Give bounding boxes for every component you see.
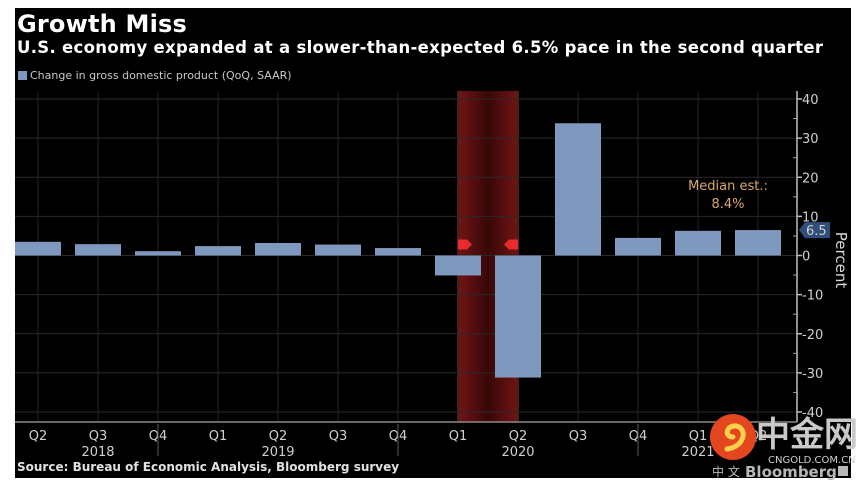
y-axis-title: Percent <box>832 232 850 289</box>
bar <box>675 230 721 256</box>
annotation-line2: 8.4% <box>711 197 744 212</box>
bar <box>75 244 121 256</box>
x-tick-label: Q2 <box>269 429 288 444</box>
watermark-small-text: 中 文 <box>712 464 740 479</box>
y-tick-label: 30 <box>802 132 819 147</box>
y-tick-label: -20 <box>802 328 823 343</box>
bar <box>15 241 61 256</box>
bar <box>375 248 421 256</box>
last-value-label: 6.5 <box>806 224 827 239</box>
recession-marker <box>458 239 472 250</box>
x-tick-label: Q1 <box>209 429 228 444</box>
x-tick-label: Q3 <box>89 429 108 444</box>
watermark-chars: 中金网 <box>756 415 858 455</box>
annotation-line1: Median est.: <box>688 179 768 194</box>
bar <box>555 123 601 256</box>
watermark-url: CNGOLD.COM.CN <box>768 455 856 466</box>
legend-swatch <box>18 71 27 80</box>
watermark-swirl-icon <box>724 423 746 452</box>
x-year-label: 2019 <box>261 445 294 460</box>
watermark-square-icon <box>838 466 848 476</box>
y-tick-label: -10 <box>802 289 823 304</box>
x-tick-label: Q1 <box>689 429 708 444</box>
bar <box>435 255 481 276</box>
y-tick-label: 40 <box>802 93 819 108</box>
y-tick-label: -30 <box>802 367 823 382</box>
x-tick-label: Q2 <box>29 429 48 444</box>
watermark-brand: Bloomberg <box>745 463 837 481</box>
chart-subtitle: U.S. economy expanded at a slower-than-e… <box>17 38 824 57</box>
y-tick-label: 20 <box>802 171 819 186</box>
source-note: Source: Bureau of Economic Analysis, Blo… <box>17 460 400 474</box>
x-year-label: 2018 <box>81 445 114 460</box>
recession-marker <box>504 239 518 250</box>
bar <box>195 246 241 256</box>
bar <box>255 242 301 256</box>
legend-label: Change in gross domestic product (QoQ, S… <box>30 69 292 82</box>
y-tick-label: 0 <box>802 250 810 265</box>
x-year-label: 2021 <box>681 445 714 460</box>
bar <box>735 230 781 256</box>
x-tick-label: Q3 <box>329 429 348 444</box>
chart-title: Growth Miss <box>17 10 187 38</box>
bar <box>615 237 661 256</box>
y-tick-label: 10 <box>802 210 819 225</box>
bar <box>135 251 181 256</box>
last-value-box <box>799 222 830 239</box>
x-tick-label: Q3 <box>569 429 588 444</box>
x-tick-label: Q1 <box>449 429 468 444</box>
bar <box>315 244 361 256</box>
legend: Change in gross domestic product (QoQ, S… <box>18 69 292 82</box>
x-tick-label: Q2 <box>509 429 528 444</box>
y-tick-label: -40 <box>802 406 823 421</box>
bar <box>495 255 541 378</box>
x-year-label: 2020 <box>501 445 534 460</box>
